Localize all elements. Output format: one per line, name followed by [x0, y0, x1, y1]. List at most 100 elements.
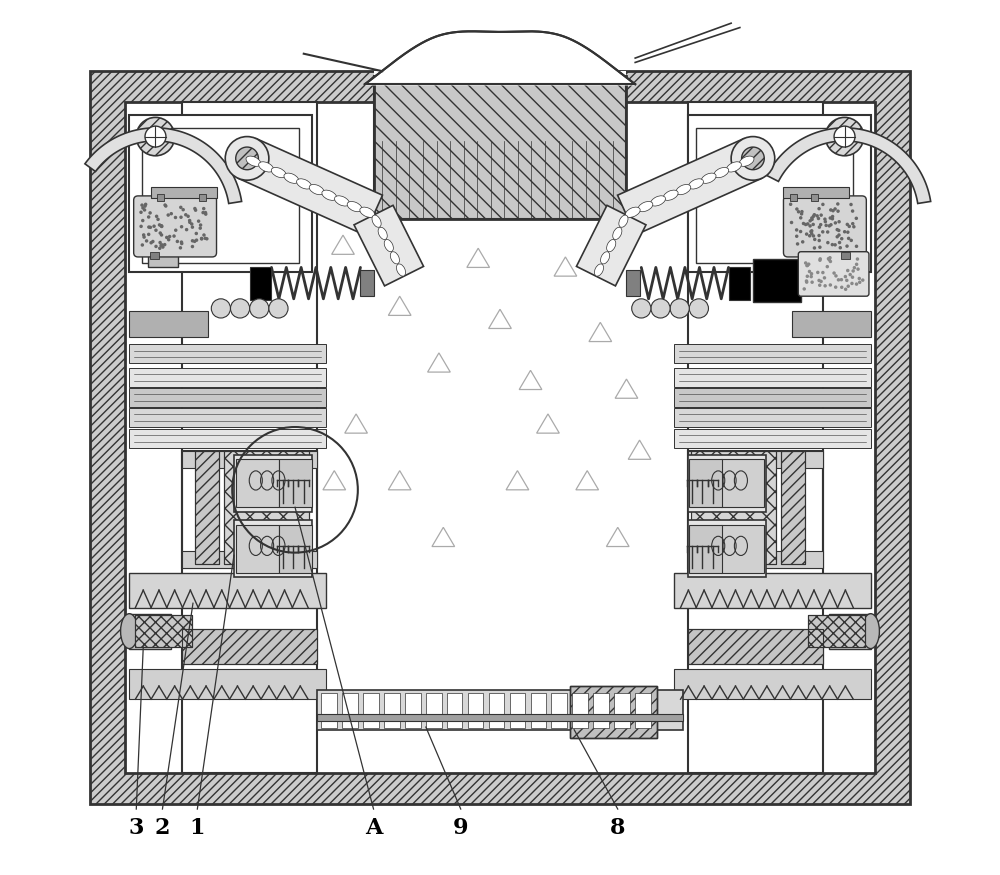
Bar [157, 194, 164, 201]
Circle shape [180, 242, 183, 245]
Circle shape [141, 243, 144, 247]
Circle shape [837, 278, 840, 282]
Bar [447, 693, 462, 728]
Circle shape [848, 273, 852, 276]
Circle shape [851, 209, 854, 213]
Circle shape [812, 214, 815, 218]
Circle shape [840, 285, 843, 289]
Circle shape [163, 203, 167, 206]
Circle shape [808, 224, 812, 228]
Circle shape [855, 244, 858, 248]
Circle shape [689, 299, 708, 318]
Bar [129, 311, 208, 337]
Bar [721, 525, 764, 573]
Circle shape [174, 228, 177, 232]
Circle shape [204, 211, 207, 214]
Ellipse shape [360, 207, 375, 217]
Circle shape [810, 272, 813, 276]
Circle shape [840, 278, 843, 282]
Bar [688, 451, 823, 468]
Circle shape [811, 223, 815, 226]
Circle shape [819, 280, 823, 284]
Ellipse shape [271, 167, 286, 178]
Circle shape [191, 245, 194, 248]
Circle shape [838, 241, 841, 244]
Circle shape [806, 275, 809, 278]
Circle shape [851, 276, 854, 279]
Bar [224, 451, 309, 564]
Circle shape [831, 209, 835, 213]
Circle shape [790, 220, 793, 224]
Circle shape [149, 226, 152, 229]
Circle shape [858, 281, 861, 284]
Circle shape [821, 203, 825, 206]
Circle shape [833, 207, 837, 211]
Circle shape [850, 239, 853, 242]
Bar [792, 311, 871, 337]
Circle shape [158, 223, 161, 227]
Circle shape [808, 234, 811, 237]
Circle shape [179, 206, 183, 209]
Bar [234, 521, 312, 577]
Circle shape [834, 274, 838, 277]
Circle shape [742, 147, 764, 170]
Circle shape [165, 235, 168, 239]
Circle shape [818, 258, 822, 262]
Bar [674, 573, 871, 607]
Circle shape [813, 238, 816, 242]
Circle shape [172, 234, 176, 238]
Bar [688, 451, 823, 569]
Bar [374, 75, 626, 220]
Circle shape [810, 229, 814, 233]
Circle shape [795, 207, 799, 211]
Ellipse shape [676, 185, 691, 194]
Bar [148, 246, 178, 268]
Bar [129, 388, 326, 407]
Ellipse shape [284, 173, 299, 184]
Bar [674, 344, 871, 363]
Bar [321, 693, 337, 728]
Bar [531, 693, 546, 728]
Ellipse shape [390, 252, 399, 264]
Bar [790, 194, 797, 201]
Bar [674, 408, 871, 427]
Circle shape [861, 278, 865, 282]
Bar [90, 71, 910, 804]
Bar [374, 71, 626, 220]
Bar [570, 686, 657, 738]
Bar [135, 615, 192, 647]
Circle shape [141, 219, 144, 222]
Circle shape [808, 219, 812, 222]
Circle shape [158, 241, 162, 244]
Circle shape [805, 233, 808, 236]
Circle shape [829, 208, 833, 212]
Circle shape [147, 226, 151, 229]
Bar [674, 429, 871, 448]
Circle shape [161, 245, 165, 248]
Circle shape [843, 230, 846, 234]
Text: 2: 2 [155, 817, 170, 839]
Circle shape [831, 217, 834, 220]
Circle shape [802, 221, 805, 225]
Bar [689, 525, 722, 573]
Circle shape [831, 243, 834, 247]
Circle shape [179, 215, 183, 219]
Bar [829, 613, 871, 648]
Bar [510, 693, 525, 728]
Bar [236, 459, 279, 507]
Text: A: A [365, 817, 382, 839]
Circle shape [180, 225, 183, 228]
Circle shape [181, 208, 185, 212]
Bar [626, 270, 640, 297]
Circle shape [201, 211, 205, 214]
Bar [142, 128, 299, 263]
Ellipse shape [384, 240, 393, 252]
Bar [136, 198, 215, 255]
Bar [317, 690, 683, 730]
Bar [808, 615, 865, 647]
Circle shape [269, 299, 288, 318]
Circle shape [185, 228, 188, 231]
Ellipse shape [121, 613, 138, 648]
FancyBboxPatch shape [783, 196, 866, 257]
Bar [688, 629, 823, 664]
